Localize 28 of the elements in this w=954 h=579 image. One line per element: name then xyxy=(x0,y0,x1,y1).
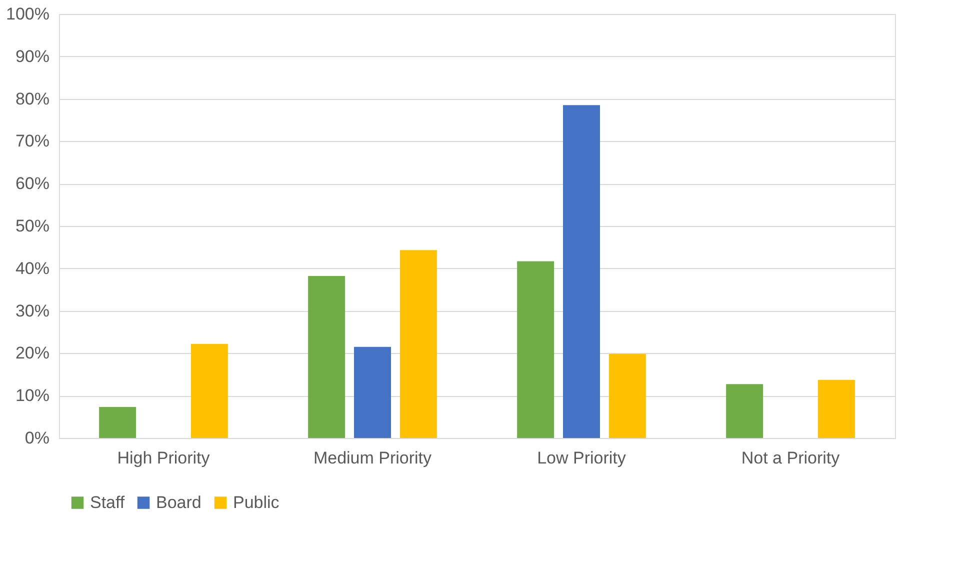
bar xyxy=(308,276,346,438)
y-tick-label: 100% xyxy=(6,4,50,24)
y-tick-label: 30% xyxy=(15,301,50,320)
y-tick-label: 70% xyxy=(15,132,50,151)
y-tick-label: 40% xyxy=(15,258,50,278)
legend-label: Board xyxy=(156,492,202,512)
x-tick-label: Medium Priority xyxy=(313,448,432,468)
y-tick-label: 10% xyxy=(15,386,50,406)
bar xyxy=(563,105,600,438)
y-tick-label: 50% xyxy=(15,216,50,236)
y-tick-label: 80% xyxy=(15,89,50,108)
legend-label: Staff xyxy=(90,492,125,512)
y-tick-label: 90% xyxy=(15,46,50,66)
y-tick-label: 0% xyxy=(24,428,50,448)
bar xyxy=(726,384,764,438)
bar xyxy=(608,354,646,438)
bar xyxy=(400,250,437,438)
bar xyxy=(354,346,391,438)
bar xyxy=(517,261,554,438)
y-tick-label: 60% xyxy=(15,174,50,194)
bar xyxy=(99,407,136,438)
x-tick-label: Not a Priority xyxy=(741,448,840,468)
bar xyxy=(190,344,228,438)
y-tick-label: 20% xyxy=(15,344,50,363)
bar xyxy=(818,380,855,438)
legend-label: Public xyxy=(233,492,280,512)
x-tick-label: High Priority xyxy=(117,448,210,468)
x-tick-label: Low Priority xyxy=(537,448,626,468)
